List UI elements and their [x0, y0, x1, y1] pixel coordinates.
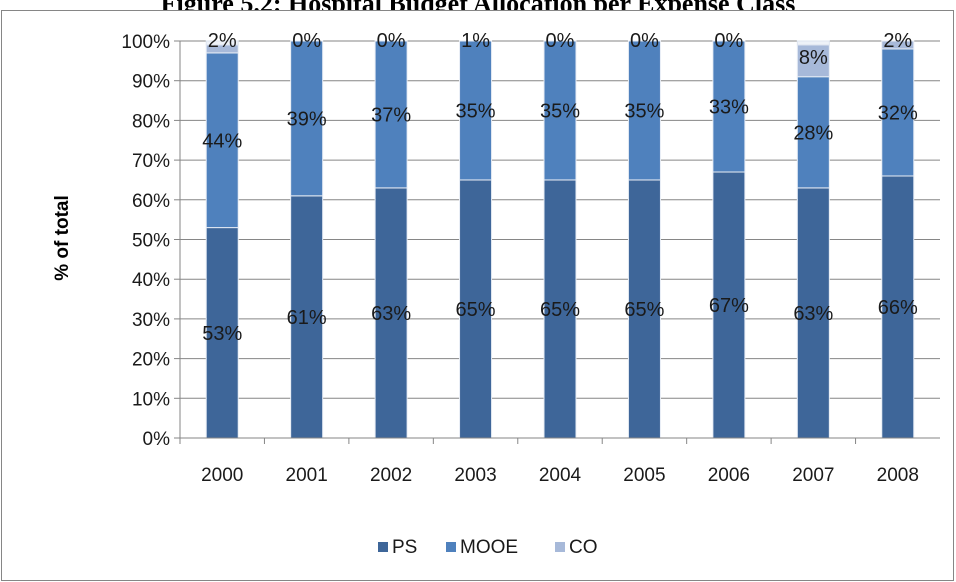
data-label-ps: 63% [371, 303, 411, 325]
legend: PS MOOE CO [378, 537, 598, 558]
data-label-co: 0% [292, 30, 321, 52]
data-label-mooe: 33% [709, 97, 749, 119]
bar-mooe [205, 52, 239, 229]
legend-swatch-mooe [446, 542, 456, 552]
y-tick-label: 0% [143, 429, 171, 450]
y-tick-label: 30% [132, 310, 170, 331]
bar-mooe [712, 40, 746, 173]
data-label-ps: 65% [624, 299, 664, 321]
bar-remainder [796, 40, 830, 46]
legend-swatch-co [555, 542, 565, 552]
data-labels: 53% 44% 2% 61% 39% 0% 63% 37% 0% 65% 35% 1% 65% 35% 0%… [202, 30, 918, 345]
y-tick-label: 90% [132, 72, 170, 93]
x-tick-label: 2002 [370, 465, 412, 486]
bar-co [796, 44, 830, 78]
data-label-ps: 63% [793, 303, 833, 325]
y-tick-label: 20% [132, 350, 170, 371]
x-tick-label: 2003 [454, 465, 496, 486]
y-tick-label: 100% [121, 32, 170, 53]
x-tick-label: 2004 [539, 465, 582, 486]
y-axis-label: % of total [52, 195, 73, 281]
data-label-mooe: 44% [202, 130, 242, 152]
bars [205, 40, 915, 439]
data-label-ps: 66% [878, 297, 918, 319]
data-label-ps: 65% [540, 299, 580, 321]
data-label-co: 8% [799, 47, 828, 69]
bar-ps [459, 179, 493, 439]
bar-remainder [205, 40, 239, 46]
x-tick-label: 2008 [877, 465, 919, 486]
legend-label-co: CO [569, 537, 598, 558]
data-label-co: 0% [546, 30, 575, 52]
data-label-co: 2% [883, 30, 912, 52]
data-label-co: 0% [377, 30, 406, 52]
data-label-mooe: 39% [287, 108, 327, 130]
bar-mooe [543, 40, 577, 181]
bar-mooe [374, 40, 408, 189]
data-label-mooe: 35% [624, 100, 664, 122]
bar-mooe [459, 40, 493, 181]
legend-label-mooe: MOOE [460, 537, 518, 558]
y-tick-label: 50% [132, 231, 170, 252]
data-label-ps: 53% [202, 323, 242, 345]
x-tick-label: 2007 [792, 465, 834, 486]
legend-swatch-ps [378, 542, 388, 552]
data-label-co: 1% [461, 30, 490, 52]
bar-co [881, 40, 915, 50]
data-label-ps: 61% [287, 307, 327, 329]
y-tick-label: 70% [132, 151, 170, 172]
data-label-mooe: 35% [540, 100, 580, 122]
data-label-co: 2% [208, 30, 237, 52]
bar-mooe [290, 40, 324, 197]
data-label-mooe: 37% [371, 104, 411, 126]
y-tick-label: 40% [132, 270, 170, 291]
bar-ps [627, 179, 661, 439]
x-tick-label: 2000 [201, 465, 243, 486]
y-tick-label: 10% [132, 389, 170, 410]
bar-ps [712, 171, 746, 439]
data-label-ps: 67% [709, 295, 749, 317]
x-tick-label: 2006 [708, 465, 750, 486]
axes: 0% 10% 20% 30% 40% 50% 60% 70% 80% 90% 100% 2000 200… [121, 32, 940, 486]
x-tick-label: 2001 [286, 465, 328, 486]
bar-ps [290, 195, 324, 439]
data-label-co: 0% [714, 30, 743, 52]
data-label-co: 0% [630, 30, 659, 52]
data-label-ps: 65% [456, 299, 496, 321]
y-tick-label: 60% [132, 191, 170, 212]
y-tick-label: 80% [132, 111, 170, 132]
data-label-mooe: 28% [793, 122, 833, 144]
data-label-mooe: 32% [878, 102, 918, 124]
x-tick-label: 2005 [623, 465, 665, 486]
bar-ps [543, 179, 577, 439]
legend-label-ps: PS [392, 537, 417, 558]
data-label-mooe: 35% [456, 100, 496, 122]
bar-mooe [796, 76, 830, 189]
bar-ps [881, 175, 915, 439]
bar-mooe [627, 40, 661, 181]
